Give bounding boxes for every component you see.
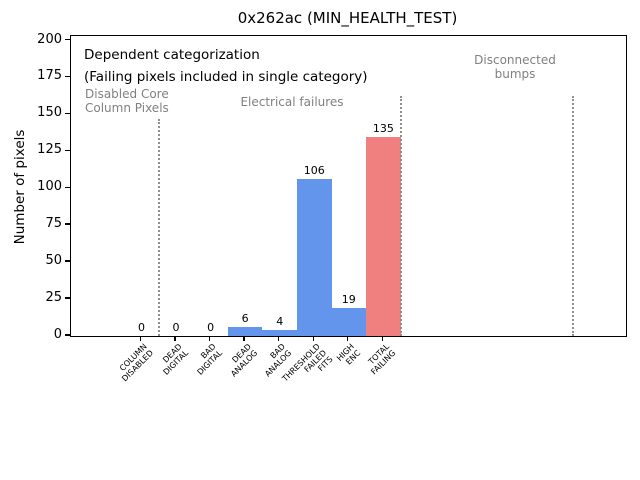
y-tick-label: 200 xyxy=(37,31,62,47)
y-tick-label: 125 xyxy=(37,142,62,158)
x-tick-mark xyxy=(174,336,176,341)
x-tick-label: COLUMN DISABLED xyxy=(117,342,156,384)
chart-title: 0x262ac (MIN_HEALTH_TEST) xyxy=(237,9,458,27)
y-tick-mark xyxy=(65,149,70,151)
section-separator xyxy=(157,119,160,336)
bar-value-label: 4 xyxy=(276,315,284,329)
y-tick-label: 175 xyxy=(37,68,62,84)
y-tick-label: 50 xyxy=(45,253,62,269)
bar-value-label: 0 xyxy=(172,321,180,334)
x-tick-label: DEAD ANALOG xyxy=(228,342,259,379)
section-separator xyxy=(572,96,575,336)
y-tick-mark xyxy=(65,260,70,262)
y-tick-label: 75 xyxy=(45,216,62,232)
y-tick-label: 150 xyxy=(37,105,62,121)
plot-area: 0 0 0 6 4 106 19 135 Dependent categorization (Fa… xyxy=(70,35,627,337)
bar-total-failing xyxy=(366,136,401,336)
x-tick-mark xyxy=(243,336,245,341)
x-tick-mark xyxy=(208,336,211,341)
x-tick-mark xyxy=(312,336,314,341)
bar-value-label: 106 xyxy=(303,164,325,178)
bar-value-label: 135 xyxy=(372,121,394,135)
bar-dead-analog xyxy=(227,327,263,336)
bar-value-label: 6 xyxy=(241,312,249,326)
dependent-categorization: Dependent categorization xyxy=(84,47,260,63)
x-tick-mark xyxy=(278,336,280,341)
x-tick-label: DEAD DIGITAL xyxy=(160,342,190,377)
y-tick-mark xyxy=(65,112,70,115)
bar-high-enc xyxy=(331,307,367,336)
x-tick-mark xyxy=(139,336,142,341)
y-tick-mark xyxy=(65,186,70,188)
bar-bad-analog xyxy=(262,330,297,336)
y-tick-mark xyxy=(65,75,70,78)
y-tick-mark xyxy=(65,334,70,336)
x-tick-mark xyxy=(347,336,349,341)
bar-value-label: 19 xyxy=(341,292,356,306)
y-tick-label: 100 xyxy=(37,179,62,195)
electrical-failures-label: Electrical failures xyxy=(240,95,344,109)
disabled-core-label: Disabled Core Column Pixels xyxy=(85,87,169,115)
y-tick-mark xyxy=(65,223,70,225)
failing-note: (Failing pixels included in single categ… xyxy=(84,69,368,85)
bar-threshold-failed-fits xyxy=(296,179,332,336)
bar-value-label: 0 xyxy=(138,321,145,334)
x-tick-label: TOTAL FAILING xyxy=(366,342,398,377)
bar-value-label: 0 xyxy=(207,321,215,334)
section-separator xyxy=(399,96,402,336)
disconnected-bumps-label: Disconnected bumps xyxy=(474,53,556,81)
y-tick-mark xyxy=(65,297,70,299)
x-tick-mark xyxy=(381,336,384,341)
x-tick-label: HIGH ENC xyxy=(335,342,363,367)
x-tick-label: BAD DIGITAL xyxy=(195,342,225,377)
y-tick-label: 0 xyxy=(53,327,62,342)
y-tick-mark xyxy=(65,38,70,41)
y-tick-label: 25 xyxy=(45,290,62,306)
